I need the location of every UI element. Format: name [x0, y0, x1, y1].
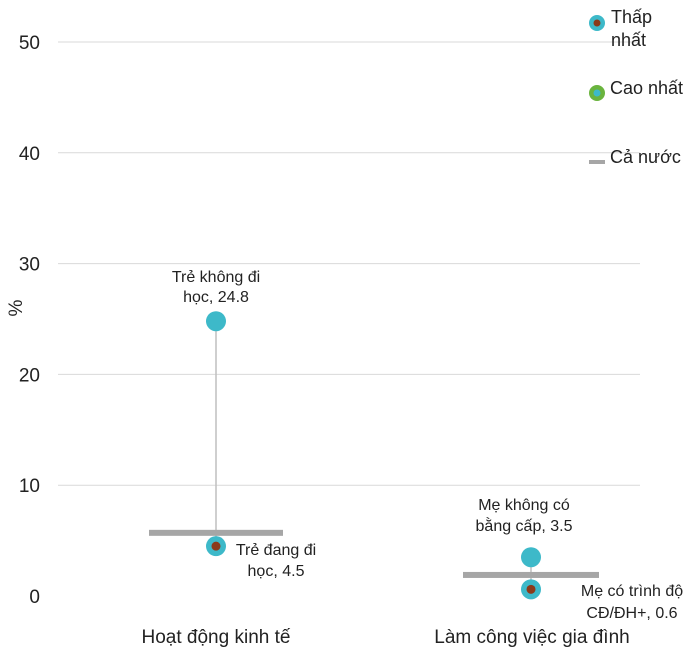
legend-label: Cả nước — [610, 147, 681, 167]
high-point — [206, 311, 226, 332]
annotations: Trẻ không đi học, 24.8 Trẻ đang đi học, 4.5… — [172, 269, 683, 622]
gridlines — [58, 41, 640, 486]
national-bar — [149, 529, 283, 536]
legend-marker-high-inner — [593, 89, 601, 97]
data-points — [206, 311, 541, 600]
annotation-label: CĐ/ĐH+, 0.6 — [586, 605, 677, 622]
low-point-inner — [211, 541, 221, 551]
y-tick-label: 50 — [19, 33, 40, 54]
low-point-inner — [526, 584, 536, 594]
national-bar — [463, 571, 599, 578]
category-label: Làm công việc gia đình — [434, 627, 629, 648]
legend-marker-national — [589, 160, 605, 164]
national-bars — [149, 529, 599, 578]
annotation-label: học, 24.8 — [183, 289, 249, 306]
annotation-label: Mẹ có trình độ — [581, 583, 683, 600]
legend-label: Cao nhất — [610, 78, 683, 98]
legend-marker-low-inner — [593, 19, 601, 27]
high-point — [521, 547, 541, 568]
annotation-label: Trẻ đang đi — [236, 542, 316, 559]
y-tick-label: 10 — [19, 476, 40, 497]
legend-label: nhất — [611, 30, 646, 50]
legend-label: Thấp — [611, 7, 652, 27]
y-tick-label: 0 — [29, 587, 40, 608]
y-axis-label: % — [6, 299, 27, 316]
y-tick-label: 40 — [19, 144, 40, 165]
y-tick-label: 30 — [19, 255, 40, 276]
category-labels: Hoạt động kinh tế Làm công việc gia đình — [142, 627, 630, 648]
legend: Thấp nhất Cao nhất Cả nước — [589, 7, 683, 167]
annotation-label: Mẹ không có — [478, 497, 570, 514]
annotation-label: Trẻ không đi — [172, 269, 260, 286]
annotation-label: bằng cấp, 3.5 — [476, 516, 573, 535]
y-tick-label: 20 — [19, 365, 40, 386]
y-tick-labels: 0 10 20 30 40 50 — [19, 33, 40, 608]
annotation-label: học, 4.5 — [248, 563, 305, 580]
category-label: Hoạt động kinh tế — [142, 627, 291, 648]
